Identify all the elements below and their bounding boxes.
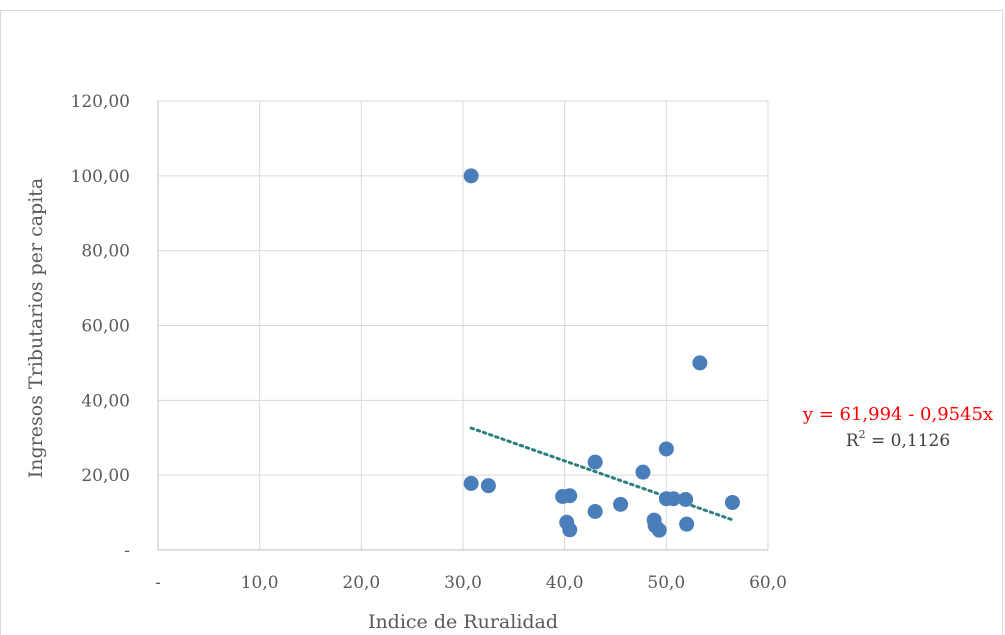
chart-frame: [0, 10, 1003, 635]
x-tick-label: 50,0: [647, 573, 685, 593]
trendline-equation: y = 61,994 - 0,9545x: [802, 404, 993, 425]
y-tick-label: 20,00: [81, 466, 130, 486]
data-point: [562, 488, 578, 504]
y-tick-label: -: [124, 541, 130, 561]
data-point: [651, 522, 667, 538]
y-axis-title: Ingresos Tributarios per capita: [25, 178, 47, 479]
x-tick-label: 20,0: [342, 573, 380, 593]
data-point: [562, 522, 578, 538]
y-tick-label: 100,00: [71, 167, 130, 187]
data-point: [635, 464, 651, 480]
x-tick-label: 40,0: [546, 573, 584, 593]
r-squared-symbol: R: [846, 431, 860, 451]
data-point: [463, 475, 479, 491]
data-point: [724, 494, 740, 510]
gridlines: [158, 100, 769, 550]
data-point: [463, 168, 479, 184]
y-tick-label: 80,00: [81, 242, 130, 262]
x-tick-label: 10,0: [241, 573, 279, 593]
x-tick-label: -: [155, 573, 161, 593]
x-axis-title: Indice de Ruralidad: [368, 611, 558, 633]
data-point: [658, 441, 674, 457]
data-point: [587, 503, 603, 519]
data-point: [480, 478, 496, 494]
x-tick-label: 60,0: [749, 573, 787, 593]
y-tick-label: 40,00: [81, 391, 130, 411]
trendline: [469, 426, 734, 522]
data-point: [678, 491, 694, 507]
data-point: [692, 355, 708, 371]
trendline-path: [469, 426, 734, 522]
y-tick-label: 60,00: [81, 317, 130, 337]
r-squared-label: R2 = 0,1126: [846, 428, 950, 451]
data-points: [463, 168, 740, 538]
y-tick-label: 120,00: [71, 92, 130, 112]
r-squared-value: = 0,1126: [866, 431, 951, 451]
data-point: [679, 516, 695, 532]
x-tick-label: 30,0: [444, 573, 482, 593]
axes: [157, 101, 768, 551]
x-tick-labels: - 10,0 20,0 30,0 40,0 50,0 60,0: [155, 573, 787, 593]
data-point: [613, 496, 629, 512]
data-point: [587, 454, 603, 470]
y-tick-labels: - 20,00 40,00 60,00 80,00 100,00 120,00: [71, 92, 130, 561]
data-point: [665, 491, 681, 507]
r-squared-superscript: 2: [859, 428, 866, 441]
